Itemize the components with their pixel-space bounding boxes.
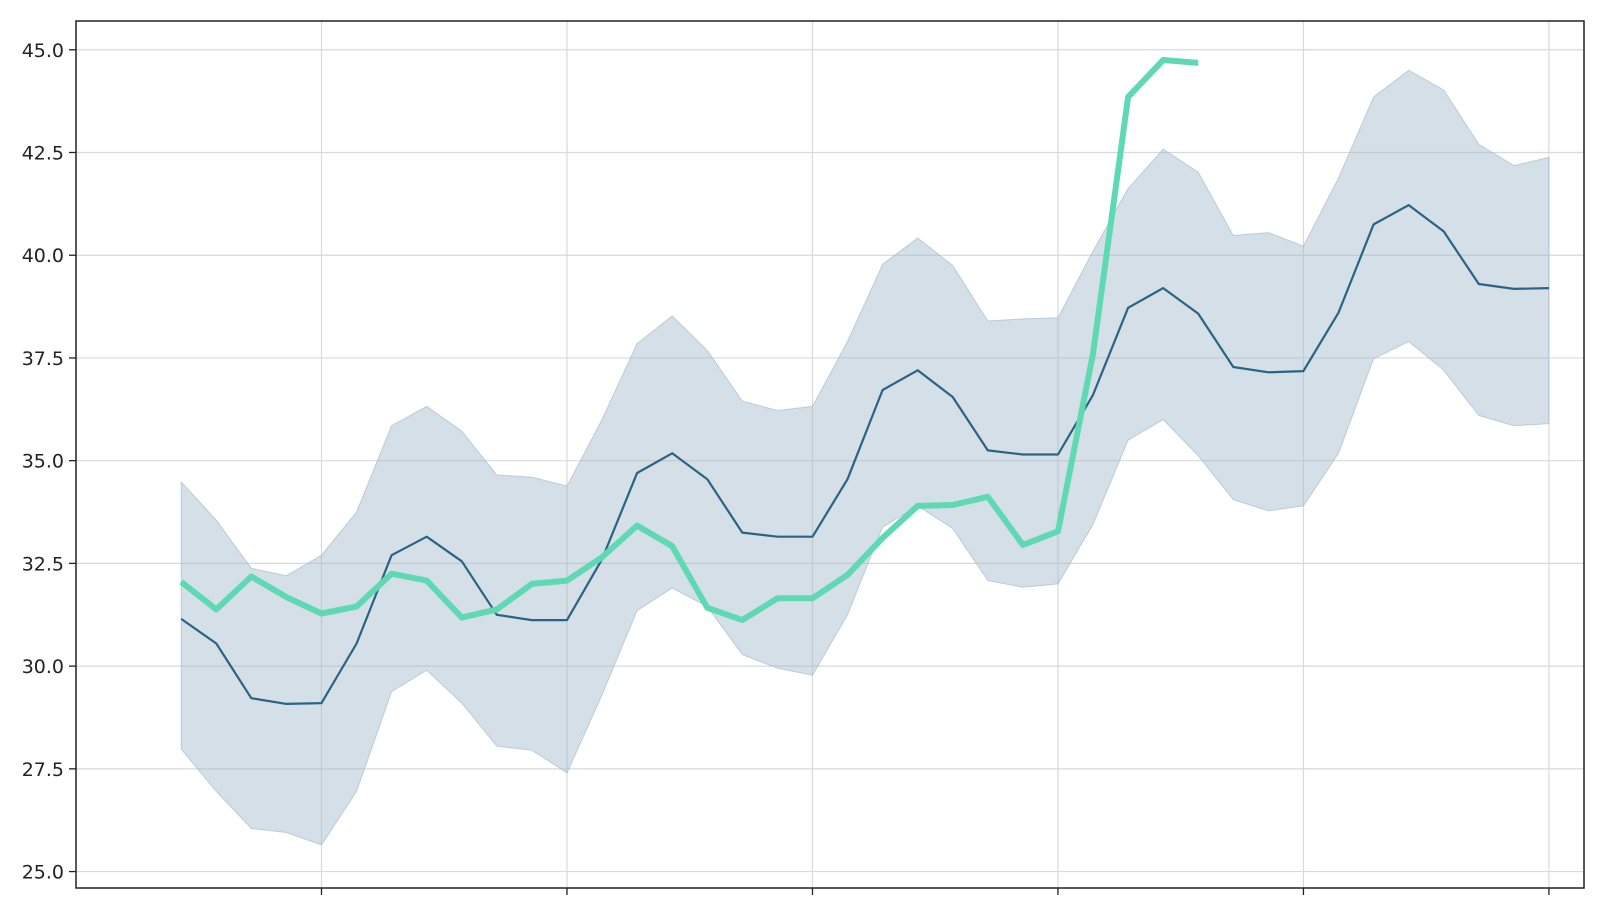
y-tick-label: 32.5 — [22, 553, 64, 575]
forecast-series-layer — [180, 204, 1549, 706]
y-axis-ticks: 25.0 27.5 30.0 32.5 35.0 37.5 40.0 42.5 45.0 — [22, 40, 76, 884]
y-tick-label: 35.0 — [22, 451, 64, 473]
y-tick-label: 27.5 — [22, 759, 64, 781]
y-tick-label: 42.5 — [22, 142, 64, 164]
y-tick-label: 25.0 — [22, 862, 64, 884]
axes — [75, 20, 1585, 889]
plot-frame — [75, 20, 1585, 889]
actual-line — [179, 57, 1199, 624]
y-tick-label: 45.0 — [22, 40, 64, 62]
actual-series-layer — [179, 57, 1199, 624]
forecast-line — [180, 204, 1549, 706]
y-tick-label: 37.5 — [22, 348, 64, 370]
y-tick-label: 30.0 — [22, 656, 64, 678]
x-axis-ticks: 2019-01-172019-01-242019-01-312019-02-07… — [266, 888, 1600, 904]
y-tick-label: 40.0 — [22, 245, 64, 267]
confidence-band-layer — [180, 69, 1550, 846]
confidence-band — [180, 69, 1550, 846]
